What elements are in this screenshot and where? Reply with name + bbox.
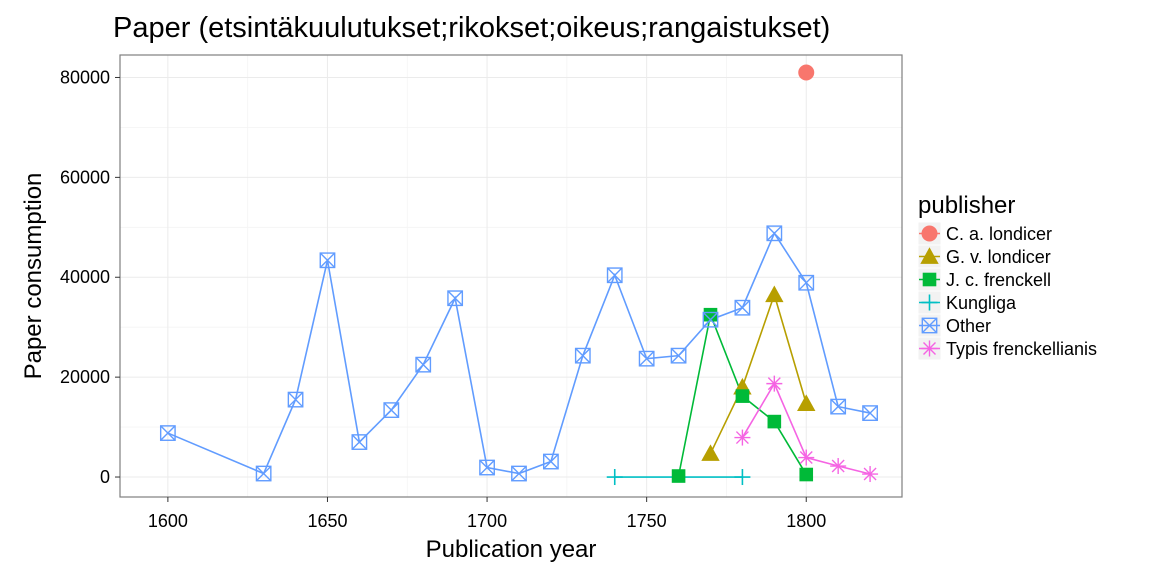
axis-layer: 1600 1650 1700 1750 1800 0 20000 40000 60000 8000…	[60, 67, 826, 531]
data-point	[159, 425, 176, 441]
y-tick-label: 60000	[60, 167, 110, 187]
y-tick-label: 20000	[60, 367, 110, 387]
legend-label: J. c. frenckell	[946, 270, 1051, 290]
data-point	[574, 347, 591, 364]
y-tick-label: 40000	[60, 267, 110, 287]
data-point	[862, 466, 879, 483]
data-point	[319, 252, 336, 269]
data-point	[702, 311, 719, 328]
legend-key-marker	[922, 272, 937, 287]
data-point	[735, 389, 750, 403]
legend-label: C. a. londicer	[946, 224, 1052, 244]
legend-key-marker	[921, 225, 938, 242]
series-line	[167, 231, 871, 475]
legend-label: Typis frenckellianis	[946, 339, 1097, 359]
data-point	[734, 469, 751, 486]
series-line	[709, 292, 808, 454]
data-point	[606, 267, 623, 284]
legend: publisher C. a. londicer G. v. londicer J.…	[917, 192, 1097, 361]
data-point	[255, 465, 272, 482]
data-point	[670, 347, 687, 364]
grid-layer	[120, 55, 902, 497]
y-axis-title: Paper consumption	[20, 173, 47, 380]
data-point	[511, 465, 527, 482]
chart-title: Paper (etsintäkuulutukset;rikokset;oikeu…	[113, 12, 830, 44]
data-point	[766, 375, 783, 392]
legend-label: Kungliga	[946, 293, 1017, 313]
data-point	[767, 414, 782, 429]
legend-label: Other	[946, 316, 991, 336]
data-point	[638, 350, 655, 367]
data-point	[447, 290, 464, 307]
x-axis-title: Publication year	[426, 536, 597, 563]
data-point	[383, 402, 400, 418]
x-tick-label: 1800	[786, 511, 826, 531]
plot-panel	[119, 54, 903, 498]
data-point	[798, 274, 815, 291]
y-tick-label: 0	[100, 467, 110, 487]
x-tick-label: 1750	[627, 511, 667, 531]
data-point	[766, 225, 783, 242]
legend-item: J. c. frenckell	[917, 267, 1051, 292]
data-point	[415, 356, 432, 373]
legend-label: G. v. londicer	[946, 247, 1051, 267]
legend-item: Kungliga	[917, 290, 1017, 315]
data-point	[862, 405, 878, 421]
data-point	[734, 429, 751, 446]
y-tick-label: 80000	[60, 67, 110, 87]
x-tick-label: 1600	[148, 511, 188, 531]
data-point	[351, 434, 368, 450]
legend-key-marker	[921, 294, 938, 311]
legend-item: Typis frenckellianis	[917, 336, 1097, 361]
data-point	[671, 469, 686, 483]
data-point	[542, 453, 559, 470]
legend-key-marker	[921, 317, 938, 334]
data-point	[797, 394, 816, 411]
legend-item: G. v. londicer	[917, 244, 1051, 269]
data-point	[479, 459, 495, 476]
data-point	[606, 469, 623, 486]
x-tick-label: 1650	[307, 511, 347, 531]
series-layer	[159, 64, 879, 486]
x-tick-label: 1700	[467, 511, 507, 531]
data-point	[703, 307, 718, 322]
data-point	[830, 398, 847, 415]
legend-title: publisher	[918, 192, 1015, 219]
legend-key-marker	[921, 340, 938, 357]
legend-key-marker	[920, 247, 939, 264]
legend-item: C. a. londicer	[917, 221, 1052, 246]
data-point	[799, 467, 814, 482]
data-point	[287, 391, 304, 408]
legend-item: Other	[917, 313, 991, 338]
data-point	[798, 449, 815, 466]
data-point	[830, 458, 847, 475]
data-point	[734, 299, 751, 316]
data-point	[701, 444, 720, 461]
data-point	[798, 64, 815, 81]
data-point	[765, 285, 784, 303]
